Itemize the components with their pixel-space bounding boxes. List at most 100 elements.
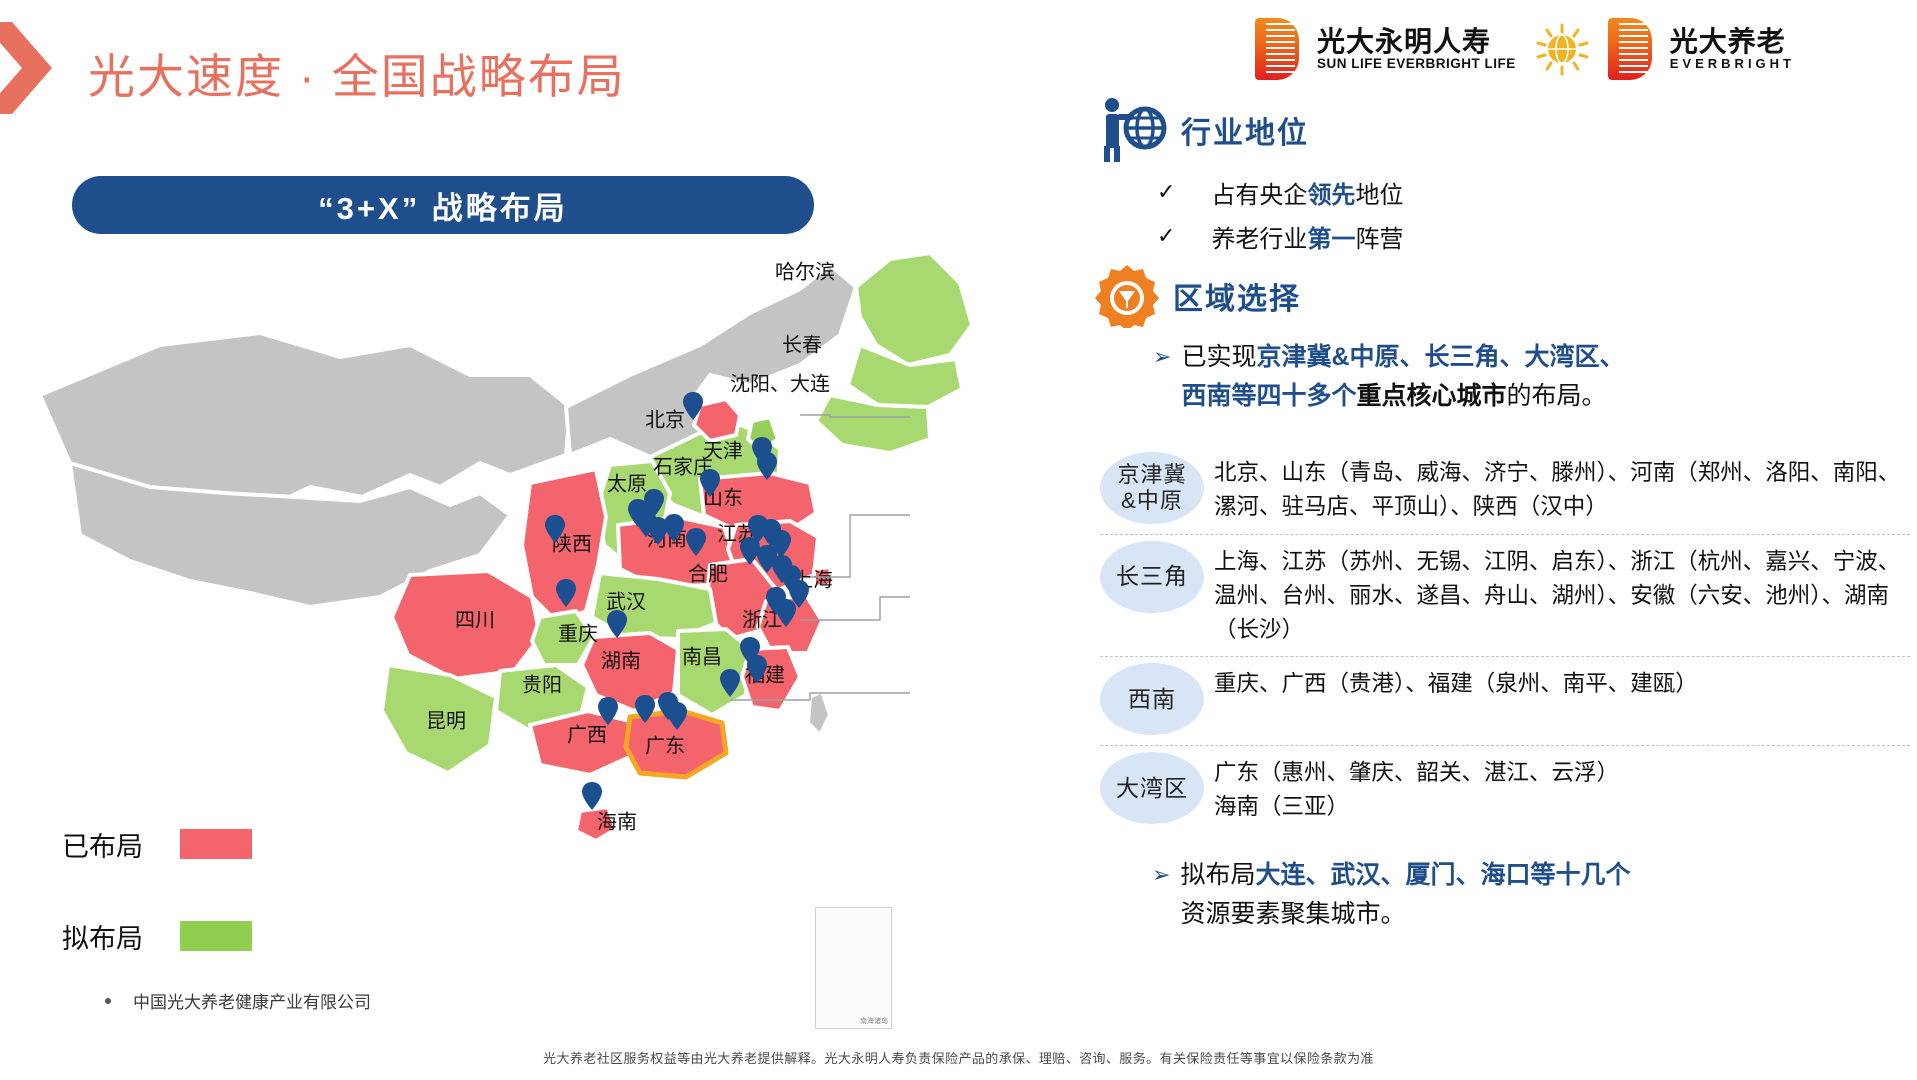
map-label-贵阳: 贵阳 (522, 674, 562, 697)
statement-planned: ➢ 拟布局大连、武汉、厦门、海口等十几个 资源要素聚集城市。 (1152, 856, 1892, 934)
region-cities-yangtze-delta: 上海、江苏（苏州、无锡、江阴、启东）、浙江（杭州、嘉兴、宁波、温州、台州、丽水、… (1214, 549, 1901, 642)
region-row-yangtze-delta: 长三角 上海、江苏（苏州、无锡、江阴、启东）、浙江（杭州、嘉兴、宁波、温州、台州… (1100, 535, 1910, 652)
map-pin-marker[interactable] (748, 515, 768, 543)
person-globe-icon (1104, 98, 1167, 162)
logo-en-text: SUN LIFE EVERBRIGHT LIFE (1317, 56, 1516, 72)
map-pin-marker[interactable] (545, 515, 565, 543)
map-pin-marker[interactable] (598, 697, 618, 725)
right-info-panel: 行业地位 ✓ 占有央企领先地位 ✓ 养老行业第一阵营 区域选择 ➢ (1095, 96, 1910, 416)
map-label-湖南: 湖南 (601, 650, 641, 673)
map-pin-marker[interactable] (607, 610, 627, 638)
region-row-jingjinji: 京津冀 &中原 北京、山东（青岛、威海、济宁、滕州）、河南（郑州、洛阳、南阳、漯河… (1100, 446, 1910, 530)
region-separator-1 (1100, 534, 1910, 535)
region-tag-jingjinji: 京津冀 &中原 (1100, 452, 1204, 524)
map-label-武汉: 武汉 (606, 591, 646, 614)
map-label-哈尔滨: 哈尔滨 (775, 261, 835, 284)
industry-bullet-2: ✓ 养老行业第一阵营 (1157, 214, 1910, 258)
map-label-北京: 北京 (645, 409, 685, 432)
map-pin-marker[interactable] (747, 655, 767, 683)
map-pin-marker[interactable] (720, 669, 740, 697)
map-label-广东: 广东 (645, 735, 685, 758)
map-label-石家庄: 石家庄 (653, 456, 713, 479)
company-note: 中国光大养老健康产业有限公司 (105, 988, 371, 1013)
footer-disclaimer: 光大养老社区服务权益等由光大养老提供解释。光大永明人寿负责保险产品的承保、理赔、… (543, 1051, 1374, 1066)
statement-achieved: ➢ 已实现京津冀&中原、长三角、大湾区、 西南等四十多个重点核心城市的布局。 (1153, 338, 1893, 416)
gear-target-icon (1095, 265, 1159, 328)
region-row-southwest: 西南 重庆、广西（贵港）、福建（泉州、南平、建瓯） (1100, 657, 1910, 741)
section-region-selection: 区域选择 (1095, 264, 1910, 328)
legend-item-planned: 拟布局 (62, 907, 252, 965)
region-cities-greater-bay-area: 广东（惠州、肇庆、韶关、湛江、云浮） 海南（三亚） (1214, 760, 1620, 819)
inset-caption: 南海诸岛 (860, 1018, 888, 1025)
china-strategy-map[interactable]: 哈尔滨 长春 沈阳、大连 北京 天津 石家庄 太原 山东 陕西 河南 江苏 合肥 上海 武汉 浙江 四川 重庆南… (10, 225, 1095, 1045)
map-pin-marker[interactable] (556, 579, 576, 607)
map-label-太原: 太原 (607, 473, 647, 496)
legend-item-deployed: 已布局 (62, 815, 252, 873)
map-pin-marker[interactable] (757, 545, 777, 573)
company-note-text: 中国光大养老健康产业有限公司 (133, 993, 371, 1012)
section-title-industry: 行业地位 (1181, 117, 1309, 150)
map-label-天津: 天津 (703, 440, 743, 463)
map-pin-marker[interactable] (683, 392, 703, 420)
map-legend: 已布局 拟布局 (62, 815, 252, 965)
map-pin-marker[interactable] (757, 452, 777, 480)
map-label-沈阳、大连: 沈阳、大连 (730, 373, 830, 396)
page-title: 光大速度 · 全国战略布局 (88, 50, 626, 103)
region-row-greater-bay-area: 大湾区 广东（惠州、肇庆、韶关、湛江、云浮） 海南（三亚） (1100, 746, 1910, 830)
legend-label-deployed: 已布局 (62, 831, 143, 862)
section-title-region: 区域选择 (1173, 283, 1301, 316)
sun-life-everbright-life-logo: 光大永明人寿 SUN LIFE EVERBRIGHT LIFE (1317, 25, 1516, 72)
map-label-南昌: 南昌 (682, 646, 722, 669)
bullet-dot-icon (105, 997, 111, 1004)
map-pin-marker[interactable] (648, 517, 668, 545)
map-pin-marker[interactable] (740, 537, 760, 565)
region-tag-southwest: 西南 (1100, 663, 1204, 736)
map-label-重庆: 重庆 (558, 623, 598, 646)
ribbon-label: “3+X” 战略布局 (318, 190, 568, 226)
statement-planned-text: 拟布局大连、武汉、厦门、海口等十几个 资源要素聚集城市。 (1180, 861, 1631, 928)
statement-achieved-text: 已实现京津冀&中原、长三角、大湾区、 西南等四十多个重点核心城市的布局。 (1181, 343, 1625, 410)
arrow-bullet-icon-2: ➢ (1152, 862, 1171, 888)
map-pin-marker[interactable] (635, 695, 655, 723)
region-breakdown-table: 京津冀 &中原 北京、山东（青岛、威海、济宁、滕州）、河南（郑州、洛阳、南阳、漯河… (1100, 446, 1910, 934)
map-label-海南: 海南 (597, 811, 637, 834)
logo2-en-text: EVERBRIGHT (1669, 56, 1795, 72)
map-pin-marker[interactable] (582, 782, 602, 810)
industry-bullet-2-text: 养老行业第一阵营 (1211, 225, 1404, 253)
logo-cn-text: 光大永明人寿 (1317, 25, 1492, 57)
industry-bullet-1-text: 占有央企领先地位 (1211, 181, 1404, 209)
map-label-广西: 广西 (567, 724, 607, 747)
industry-bullets: ✓ 占有央企领先地位 ✓ 养老行业第一阵营 (1157, 170, 1910, 258)
strategy-ribbon-banner: “3+X” 战略布局 (72, 176, 814, 234)
south-sea-islands-inset: 南海诸岛 (815, 907, 892, 1029)
region-cities-southwest: 重庆、广西（贵港）、福建（泉州、南平、建瓯） (1214, 671, 1698, 697)
region-tag-yangtze-delta: 长三角 (1100, 541, 1204, 613)
map-label-陕西: 陕西 (552, 533, 592, 556)
region-tag-greater-bay-area: 大湾区 (1100, 752, 1204, 825)
map-label-长春: 长春 (782, 334, 822, 357)
legend-swatch-planned (180, 921, 252, 951)
region-separator-2 (1100, 656, 1910, 658)
arrow-bullet-icon: ➢ (1153, 344, 1172, 369)
map-pin-marker[interactable] (776, 599, 796, 627)
map-pin-marker[interactable] (664, 514, 684, 542)
sun-globe-icon (1536, 23, 1589, 76)
check-icon: ✓ (1157, 179, 1176, 204)
map-label-合肥: 合肥 (688, 563, 728, 586)
map-label-昆明: 昆明 (426, 710, 466, 733)
map-pin-marker[interactable] (667, 702, 687, 730)
legend-swatch-deployed (180, 829, 252, 859)
logo-bar: 光大永明人寿 SUN LIFE EVERBRIGHT LIFE 光大养老 EVE… (1255, 16, 1795, 82)
everbright-b-mark-icon (1255, 18, 1299, 80)
check-icon-2: ✓ (1157, 223, 1176, 248)
map-pin-marker[interactable] (686, 528, 706, 556)
map-label-浙江: 浙江 (742, 609, 782, 632)
everbright-eldercare-logo: 光大养老 EVERBRIGHT (1669, 25, 1795, 72)
logo2-cn-text: 光大养老 (1669, 25, 1786, 57)
section-industry-position: 行业地位 (1095, 96, 1910, 164)
chevron-decoration-icon (0, 22, 52, 114)
legend-label-planned: 拟布局 (62, 923, 143, 954)
map-label-四川: 四川 (455, 609, 495, 632)
map-pin-marker[interactable] (700, 469, 720, 497)
region-separator-3 (1100, 745, 1910, 747)
